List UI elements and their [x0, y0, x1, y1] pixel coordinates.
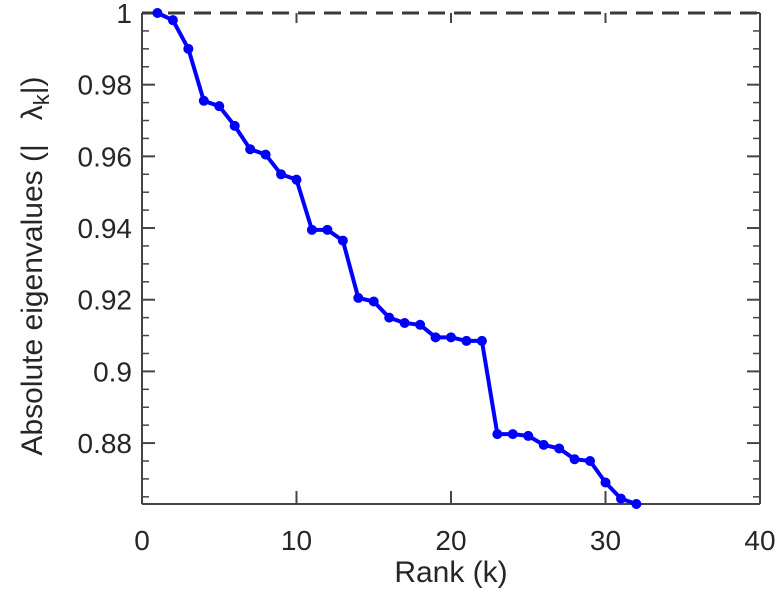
- data-point-marker: [476, 335, 487, 346]
- data-point-marker: [415, 319, 426, 330]
- y-tick-label: 0.92: [78, 285, 133, 316]
- data-point-marker: [569, 454, 580, 465]
- x-tick-label: 20: [435, 525, 466, 556]
- y-tick-label: 0.96: [78, 141, 133, 172]
- y-tick-label: 0.88: [78, 428, 133, 459]
- data-point-marker: [399, 318, 410, 329]
- y-axis-label-prefix: Absolute eigenvalues (|: [16, 144, 49, 456]
- data-point-marker: [430, 332, 441, 343]
- data-point-marker: [276, 169, 287, 180]
- data-point-marker: [585, 455, 596, 466]
- y-axis-label: Absolute eigenvalues (| λk|): [16, 0, 56, 566]
- data-point-marker: [368, 296, 379, 307]
- data-point-marker: [461, 335, 472, 346]
- data-point-marker: [291, 174, 302, 185]
- data-point-marker: [446, 332, 456, 343]
- data-point-marker: [507, 429, 518, 440]
- y-tick-label: 0.98: [78, 70, 133, 101]
- y-tick-label: 0.94: [78, 213, 133, 244]
- data-point-marker: [631, 499, 642, 509]
- data-point-marker: [198, 95, 209, 106]
- data-point-marker: [600, 477, 611, 488]
- x-tick-label: 0: [134, 525, 150, 556]
- x-axis-label: Rank (k): [394, 556, 508, 589]
- data-point-marker: [167, 15, 178, 26]
- y-axis-label-suffix: |): [16, 76, 49, 95]
- data-point-marker: [322, 224, 333, 235]
- y-tick-label: 0.9: [93, 356, 132, 387]
- data-point-marker: [245, 144, 256, 155]
- data-point-marker: [538, 439, 549, 450]
- data-point-marker: [384, 312, 395, 323]
- data-point-marker: [260, 149, 271, 160]
- data-point-marker: [337, 235, 348, 246]
- data-point-marker: [306, 224, 317, 235]
- data-point-marker: [214, 101, 225, 112]
- data-point-marker: [615, 493, 626, 504]
- data-point-marker: [492, 429, 503, 440]
- data-point-marker: [229, 120, 240, 131]
- y-tick-label: 1: [116, 0, 132, 29]
- data-line: [155, 11, 639, 506]
- x-tick-label: 40: [744, 525, 775, 556]
- lambda-subscript-k: k: [29, 94, 54, 106]
- lambda-symbol: λ: [16, 105, 49, 121]
- x-tick-label: 30: [590, 525, 621, 556]
- data-point-marker: [353, 292, 364, 303]
- data-point-marker: [554, 443, 565, 454]
- data-point-marker: [152, 8, 163, 18]
- data-point-marker: [183, 43, 194, 54]
- x-tick-label: 10: [281, 525, 312, 556]
- data-point-marker: [523, 430, 534, 441]
